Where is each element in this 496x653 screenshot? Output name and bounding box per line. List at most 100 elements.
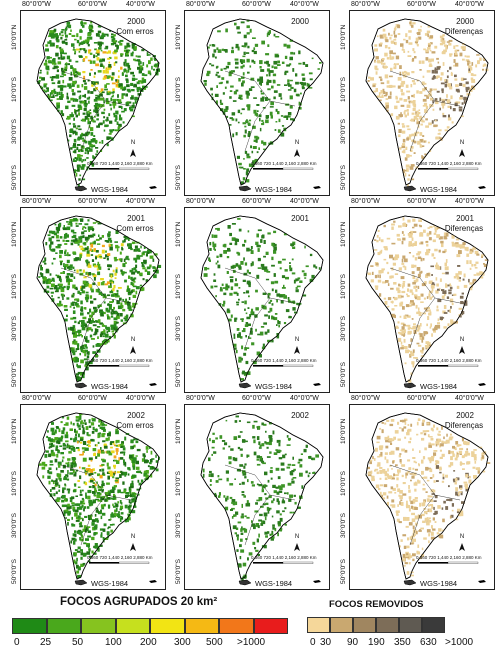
lon-label: 80°0'0"W [186,198,215,205]
map-panel-2002-raw: 2002 Com erros N 0 360 720 1,440 2,160 2,88… [20,404,166,590]
panel-subtitle: Com erros [116,224,154,233]
lon-label: 40°0'0"W [290,395,319,402]
lon-label: 80°0'0"W [351,1,380,8]
south-america-map [200,215,324,389]
lon-label: 40°0'0"W [126,395,155,402]
lon-label: 60°0'0"W [242,198,271,205]
north-arrow-icon [459,346,465,354]
scale-bar [89,561,150,564]
panel-title: 2000 [291,17,309,26]
scale-labels: 0 360 720 1,440 2,160 2,880 Km [251,358,317,363]
south-america-map [200,18,324,192]
north-label: N [294,337,300,343]
lat-label: 50°0'0"S [11,165,18,190]
lon-label: 80°0'0"W [22,395,51,402]
legend-swatch [12,618,47,634]
north-arrow-icon [130,149,136,157]
lat-label: 50°0'0"S [340,559,347,584]
lon-label: 40°0'0"W [455,1,484,8]
lat-label: 10°0'0"N [340,24,347,50]
datum-label: WGS-1984 [255,382,293,391]
legend-label: >1000 [237,637,266,648]
datum-label: WGS-1984 [255,185,293,194]
legend-focos-title: FOCOS AGRUPADOS 20 km² [60,596,218,608]
scale-bar [253,364,314,367]
south-america-map [36,18,160,192]
lat-label: 30°0'0"S [175,119,182,144]
panel-title: 2001 [456,214,474,223]
scale-labels: 0 360 720 1,440 2,160 2,880 Km [416,358,482,363]
lon-label: 40°0'0"W [455,395,484,402]
datum-label: WGS-1984 [420,185,458,194]
datum-label: WGS-1984 [420,382,458,391]
datum-label: WGS-1984 [91,579,129,588]
north-label: N [294,534,300,540]
legend-swatch [115,618,150,634]
north-label: N [130,337,136,343]
south-america-map [36,412,160,586]
north-arrow-icon [294,543,300,551]
north-label: N [294,140,300,146]
panel-subtitle: Com erros [116,421,154,430]
legend-swatch [253,618,288,634]
legend-label: 90 [347,637,359,648]
lon-label: 60°0'0"W [407,395,436,402]
legend-label: 30 [320,637,332,648]
legend-label: 200 [140,637,157,648]
north-arrow-icon [294,346,300,354]
legend-label: >1000 [445,637,474,648]
lon-label: 40°0'0"W [290,1,319,8]
panel-title: 2001 [127,214,145,223]
north-arrow-icon [459,543,465,551]
lat-label: 30°0'0"S [340,119,347,144]
lat-label: 30°0'0"S [340,316,347,341]
legend-swatch [422,617,445,633]
lat-label: 10°0'0"S [340,274,347,299]
legend-swatch [81,618,116,634]
lat-label: 50°0'0"S [11,362,18,387]
north-label: N [459,534,465,540]
map-panel-2000-raw: 2000 Com erros N 0 360 720 1,440 2,160 2,88… [20,10,166,196]
lon-label: 80°0'0"W [186,395,215,402]
lon-label: 40°0'0"W [455,198,484,205]
lat-label: 10°0'0"S [175,274,182,299]
legend-swatch [219,618,254,634]
panel-subtitle: Diferenças [444,27,484,36]
lon-label: 60°0'0"W [78,1,107,8]
north-label: N [459,337,465,343]
panel-title: 2001 [291,214,309,223]
lon-label: 40°0'0"W [126,198,155,205]
lat-label: 30°0'0"S [175,316,182,341]
lon-label: 40°0'0"W [290,198,319,205]
lat-label: 50°0'0"S [340,362,347,387]
lat-label: 10°0'0"N [175,418,182,444]
scale-labels: 0 360 720 1,440 2,160 2,880 Km [251,555,317,560]
panel-subtitle: Diferenças [444,421,484,430]
panel-title: 2002 [456,411,474,420]
scale-bar [418,561,479,564]
lat-label: 10°0'0"N [11,24,18,50]
map-panel-2001-filtered: 2001 N 0 360 720 1,440 2,160 2,880 Km WGS-1… [184,207,330,393]
panel-title: 2002 [127,411,145,420]
lon-label: 80°0'0"W [186,1,215,8]
legend-label: 630 [420,637,437,648]
lon-label: 60°0'0"W [242,395,271,402]
legend-swatch [150,618,185,634]
legend-swatch [399,617,422,633]
lat-label: 10°0'0"S [11,274,18,299]
scale-bar [253,167,314,170]
datum-label: WGS-1984 [420,579,458,588]
lon-label: 40°0'0"W [126,1,155,8]
lon-label: 80°0'0"W [22,198,51,205]
legend-label: 350 [394,637,411,648]
panel-title: 2000 [456,17,474,26]
legend-label: 100 [105,637,122,648]
scale-labels: 0 360 720 1,440 2,160 2,880 Km [251,161,317,166]
scale-labels: 0 360 720 1,440 2,160 2,880 Km [87,161,153,166]
south-america-map [36,215,162,389]
lat-label: 10°0'0"S [11,77,18,102]
datum-label: WGS-1984 [91,185,129,194]
legend-swatch [307,617,330,633]
lat-label: 50°0'0"S [11,559,18,584]
south-america-map [365,18,489,192]
